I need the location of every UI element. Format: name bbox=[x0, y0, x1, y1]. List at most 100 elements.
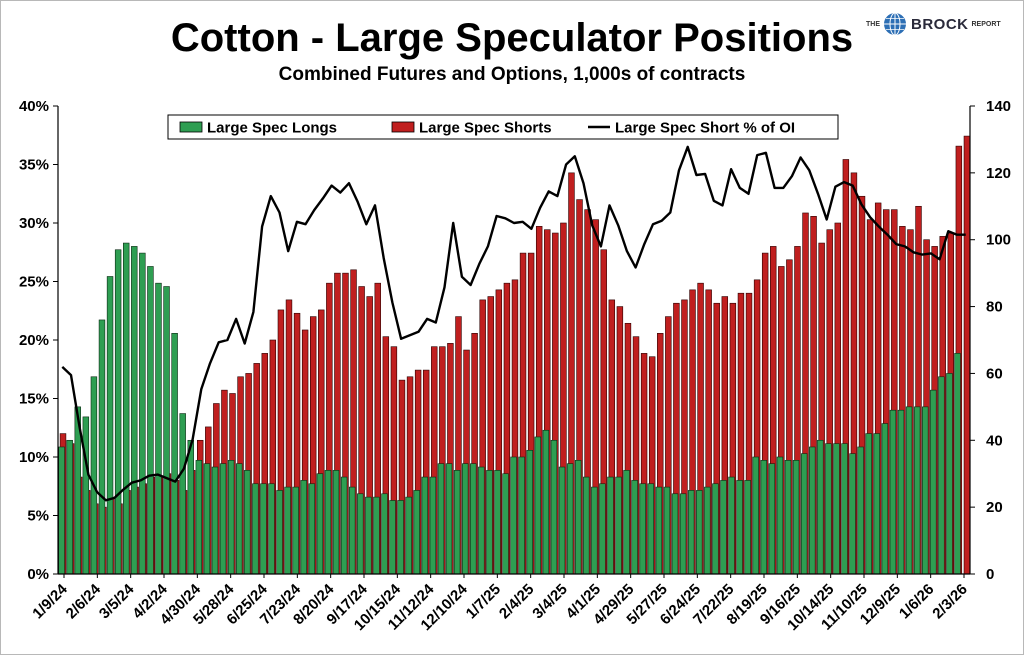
right-tick-label: 120 bbox=[986, 165, 1011, 182]
longs-bar bbox=[744, 480, 751, 575]
longs-bar bbox=[792, 460, 800, 575]
longs-bar bbox=[219, 463, 227, 575]
longs-bar bbox=[106, 276, 114, 575]
longs-bar bbox=[357, 493, 364, 575]
longs-bar bbox=[397, 500, 404, 575]
longs-bar bbox=[558, 466, 566, 575]
longs-bar bbox=[704, 486, 711, 575]
longs-bar bbox=[461, 463, 469, 575]
chart-title: Cotton - Large Speculator Positions bbox=[170, 16, 854, 60]
longs-bar bbox=[615, 476, 622, 575]
longs-bar bbox=[897, 409, 905, 575]
x-tick-label: 2/4/25 bbox=[496, 581, 538, 623]
longs-bar bbox=[849, 453, 856, 575]
longs-bar bbox=[90, 376, 98, 575]
legend-swatch bbox=[391, 121, 415, 133]
longs-bar bbox=[445, 463, 453, 575]
longs-bar bbox=[437, 463, 445, 575]
left-tick-label: 20% bbox=[19, 332, 49, 349]
longs-bar bbox=[833, 443, 840, 575]
logo-brock-text: BROCK bbox=[911, 15, 969, 33]
longs-bar bbox=[413, 490, 420, 575]
longs-bar bbox=[865, 433, 872, 575]
longs-bar bbox=[58, 446, 65, 575]
longs-bar bbox=[429, 476, 437, 575]
longs-bar bbox=[930, 389, 937, 575]
longs-bar bbox=[566, 463, 574, 575]
legend-swatch bbox=[179, 121, 203, 133]
brock-report-logo: THE BROCK REPORT bbox=[866, 10, 1001, 38]
left-tick-label: 35% bbox=[19, 157, 49, 174]
longs-bar bbox=[873, 433, 880, 575]
longs-bar bbox=[147, 266, 154, 575]
longs-bar bbox=[405, 496, 412, 575]
legend-label: Large Spec Short % of OI bbox=[615, 120, 795, 137]
longs-bar bbox=[478, 466, 485, 575]
longs-bar bbox=[922, 406, 929, 575]
longs-bar bbox=[687, 490, 695, 575]
longs-bar bbox=[526, 450, 533, 575]
longs-bar bbox=[389, 500, 396, 575]
longs-bar bbox=[373, 496, 380, 575]
longs-bar bbox=[155, 282, 162, 575]
longs-bar bbox=[583, 476, 590, 575]
longs-bar bbox=[639, 483, 646, 575]
longs-bar bbox=[776, 456, 784, 575]
longs-bar bbox=[340, 476, 348, 575]
longs-bar bbox=[679, 493, 687, 575]
longs-bar bbox=[316, 473, 324, 575]
longs-bar bbox=[486, 470, 493, 575]
right-tick-label: 140 bbox=[986, 98, 1011, 115]
longs-bar bbox=[122, 242, 130, 575]
x-tick-label: 3/5/24 bbox=[96, 580, 138, 622]
longs-bar bbox=[647, 483, 655, 575]
legend-label: Large Spec Longs bbox=[207, 120, 337, 137]
longs-bar bbox=[308, 483, 316, 575]
longs-bar bbox=[421, 476, 429, 575]
x-tick-label: 3/4/25 bbox=[529, 581, 571, 623]
longs-bar bbox=[720, 480, 727, 575]
longs-bar bbox=[752, 456, 759, 575]
short-pct-oi-line bbox=[61, 145, 966, 502]
longs-bar bbox=[655, 486, 663, 575]
longs-bar bbox=[195, 460, 203, 575]
logo-the-text: THE bbox=[866, 20, 880, 28]
longs-bar bbox=[324, 470, 332, 575]
x-tick-label: 2/6/24 bbox=[63, 580, 105, 622]
longs-bar bbox=[227, 460, 235, 575]
x-tick-label: 1/9/24 bbox=[29, 580, 71, 622]
longs-bar bbox=[66, 439, 73, 575]
longs-bar bbox=[332, 470, 340, 575]
longs-bar bbox=[235, 463, 243, 575]
longs-bar bbox=[542, 429, 550, 575]
right-tick-label: 20 bbox=[986, 499, 1003, 516]
longs-bar bbox=[607, 476, 614, 575]
longs-bar bbox=[260, 483, 267, 575]
longs-bar bbox=[623, 470, 630, 575]
longs-bar bbox=[591, 486, 598, 575]
longs-bar bbox=[365, 496, 372, 575]
x-tick-label: 1/7/25 bbox=[463, 581, 505, 623]
globe-icon bbox=[884, 12, 906, 36]
left-tick-label: 0% bbox=[27, 566, 49, 583]
longs-bar bbox=[800, 453, 808, 575]
longs-bar bbox=[857, 446, 864, 575]
longs-bar bbox=[954, 353, 961, 575]
left-tick-label: 40% bbox=[19, 98, 49, 115]
longs-bar bbox=[510, 456, 517, 575]
right-tick-label: 100 bbox=[986, 232, 1011, 249]
right-tick-label: 0 bbox=[986, 566, 994, 583]
longs-bar bbox=[825, 443, 832, 575]
longs-bar bbox=[574, 460, 582, 575]
longs-bar bbox=[881, 423, 889, 575]
longs-bar bbox=[599, 483, 606, 575]
longs-bar bbox=[663, 486, 671, 575]
left-tick-label: 10% bbox=[19, 449, 49, 466]
longs-bar bbox=[518, 456, 525, 575]
longs-bar bbox=[946, 373, 953, 575]
x-tick-label: 1/6/26 bbox=[896, 581, 938, 623]
longs-bar bbox=[139, 252, 146, 575]
longs-bar bbox=[502, 473, 509, 575]
longs-bar bbox=[938, 376, 945, 575]
